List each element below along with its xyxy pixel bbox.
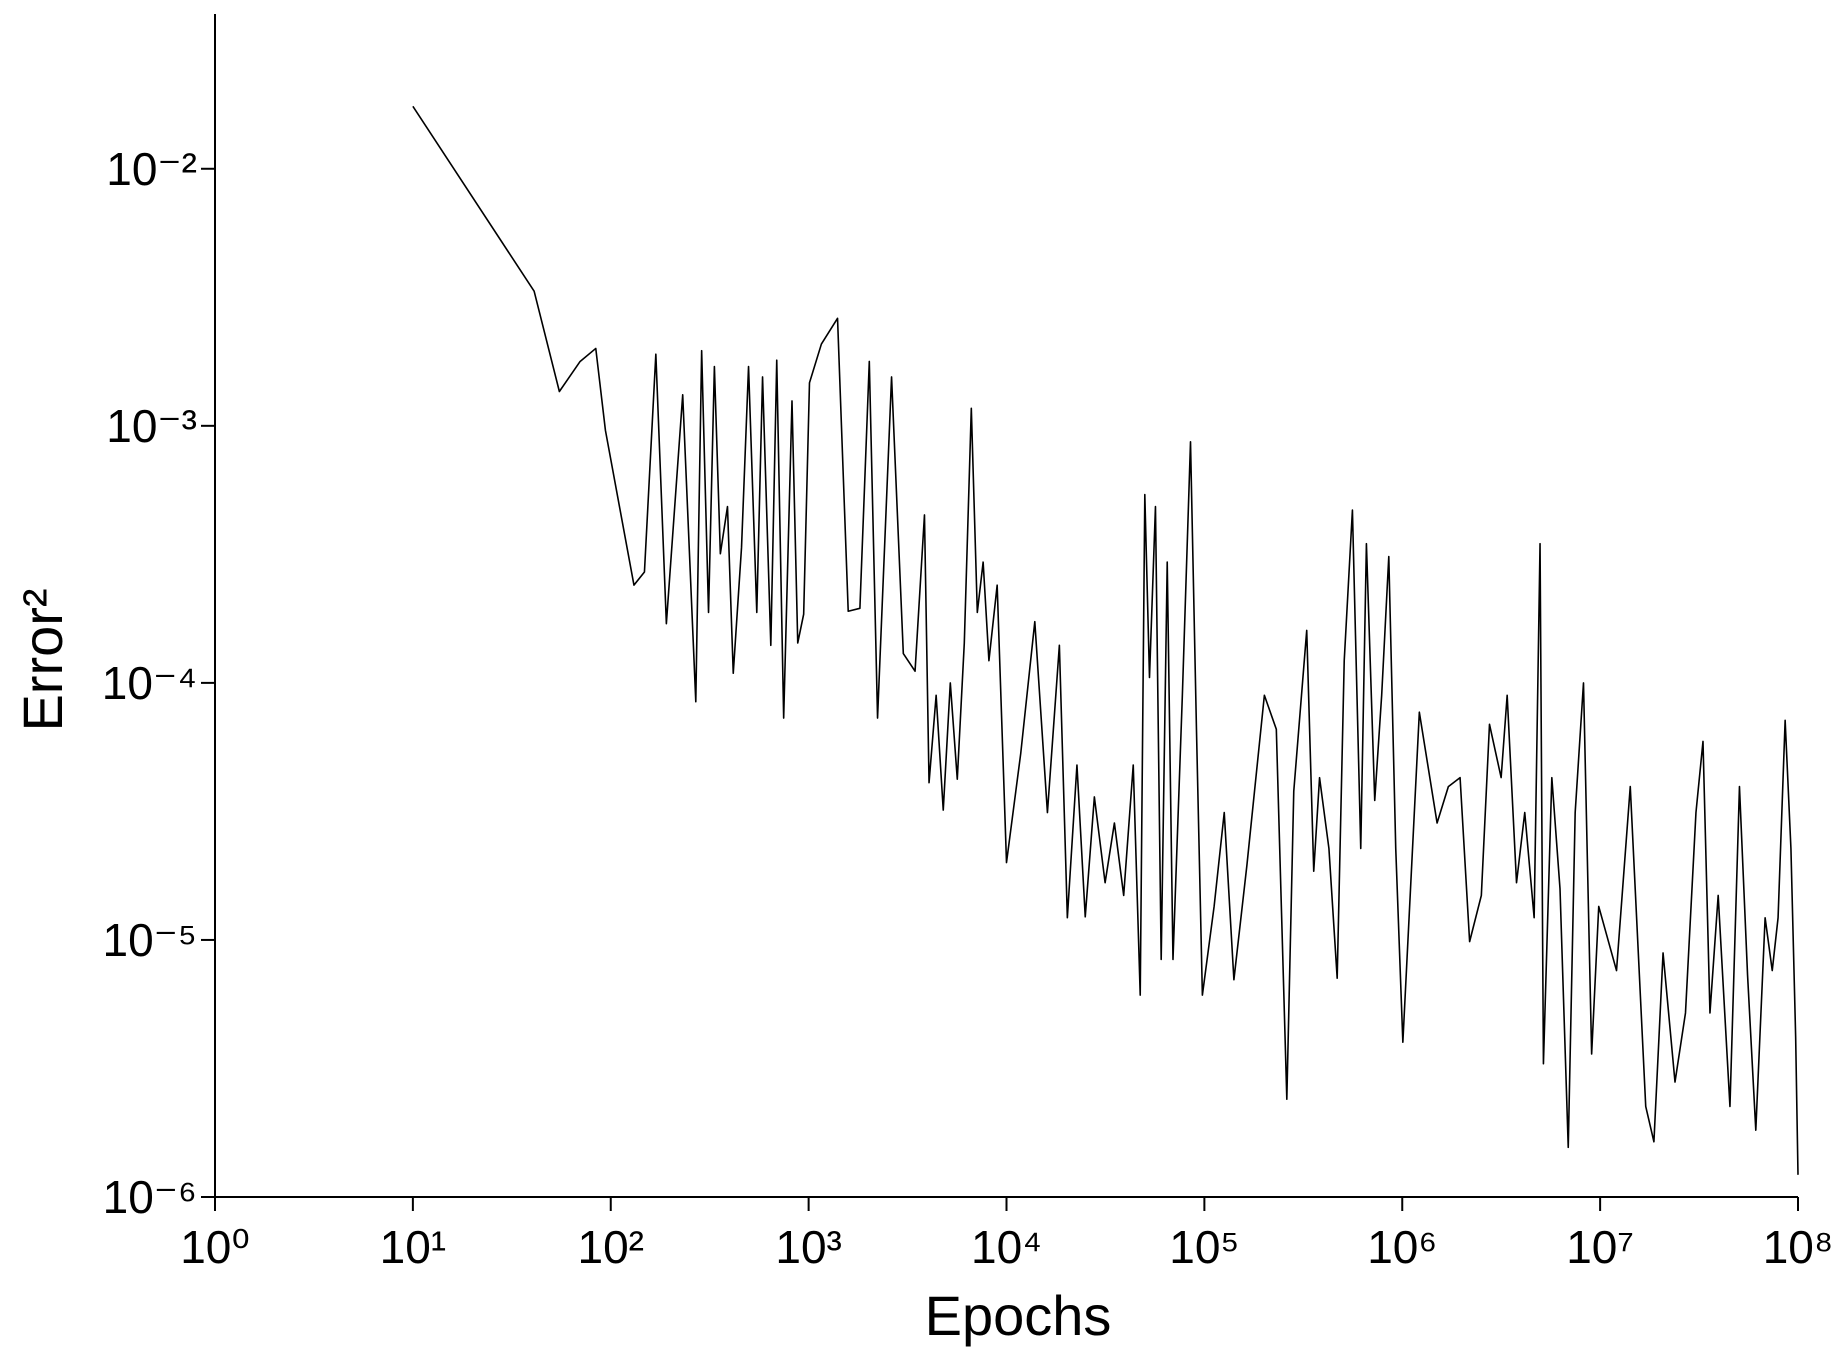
y-tick-label: 10⁻⁵ — [102, 914, 197, 966]
y-tick-label: 10⁻⁶ — [103, 1171, 197, 1223]
y-tick-label: 10⁻³ — [106, 400, 197, 452]
y-tick-label: 10⁻⁴ — [102, 657, 197, 709]
x-tick-label: 10⁷ — [1566, 1221, 1634, 1273]
x-tick-label: 10¹ — [380, 1221, 446, 1273]
x-tick-label: 10⁸ — [1763, 1221, 1834, 1273]
x-tick-label: 10³ — [775, 1221, 841, 1273]
x-axis-label: Epochs — [925, 1284, 1112, 1347]
x-tick-label: 10⁵ — [1169, 1221, 1239, 1273]
x-tick-label: 10² — [578, 1221, 644, 1273]
x-tick-label: 10⁶ — [1367, 1221, 1437, 1273]
x-tick-label: 10⁰ — [180, 1221, 250, 1273]
x-tick-label: 10⁴ — [971, 1221, 1042, 1273]
y-axis-label: Error² — [11, 588, 74, 731]
y-tick-label: 10⁻² — [106, 143, 197, 195]
data-line — [412, 105, 1799, 1175]
